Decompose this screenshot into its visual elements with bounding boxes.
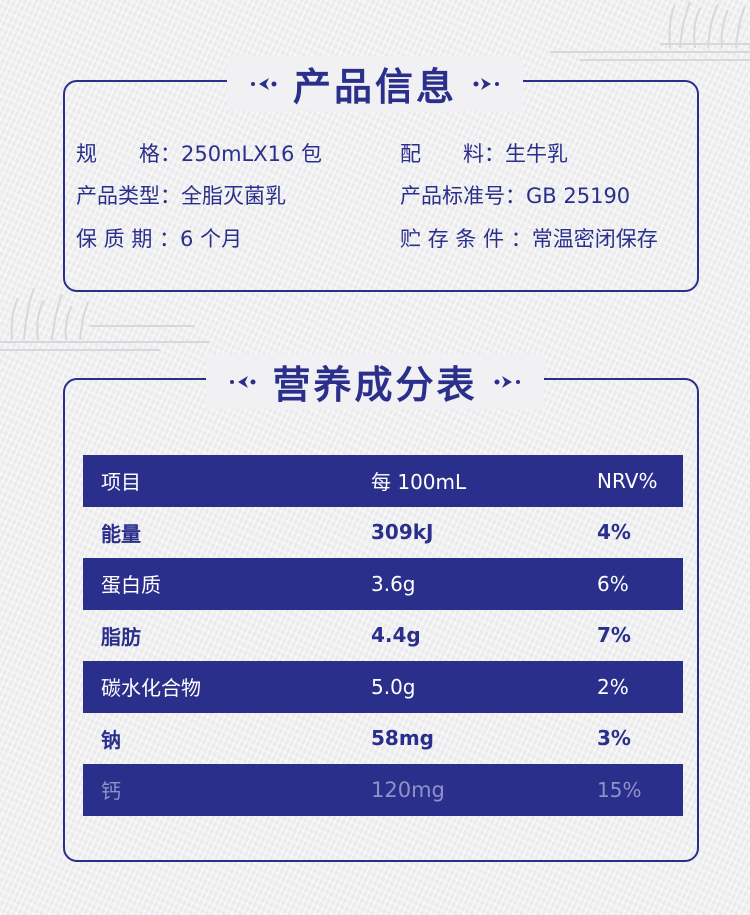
- decorative-grass-lines-top-right: [550, 1, 750, 61]
- header-per-100ml: 每 100mL: [371, 470, 467, 495]
- storage-value: 常温密闭保存: [531, 227, 658, 251]
- nutrition-table: 项目 每 100mL NRV% 能量 309kJ 4% 蛋白质 3.6g 6% …: [83, 455, 683, 816]
- info-row-shelf-life: 保 质 期 ：6 个月: [76, 223, 242, 253]
- ornament-left-icon: [250, 77, 277, 90]
- nutrition-title: 营养成分表: [272, 363, 478, 407]
- standard-label: 产品标准号：: [400, 184, 526, 208]
- ornament-left-icon: [230, 375, 256, 388]
- info-row-storage: 贮 存 条 件 ：常温密闭保存: [400, 223, 658, 253]
- table-header-row: 项目 每 100mL NRV%: [83, 455, 683, 507]
- row-item: 钠: [101, 727, 121, 752]
- spec-value: 250mLX16 包: [181, 142, 323, 166]
- row-item: 蛋白质: [101, 573, 161, 598]
- row-nrv: 6%: [597, 571, 629, 596]
- table-row-carbohydrate: 碳水化合物 5.0g 2%: [83, 661, 683, 713]
- type-label: 产品类型：: [76, 184, 181, 208]
- row-per: 309kJ: [371, 520, 434, 545]
- row-per: 120mg: [371, 777, 445, 802]
- table-row-sodium: 钠 58mg 3%: [83, 713, 683, 765]
- table-row-energy: 能量 309kJ 4%: [83, 507, 683, 559]
- info-row-ingredients: 配 料：生牛乳: [400, 138, 568, 168]
- row-item: 钙: [101, 779, 121, 804]
- nutrition-title-wrap: 营养成分表: [0, 354, 750, 409]
- info-row-type: 产品类型：全脂灭菌乳: [76, 180, 286, 210]
- ornament-right-icon: [494, 375, 520, 388]
- row-nrv: 2%: [597, 674, 629, 699]
- ingredients-value: 生牛乳: [505, 142, 568, 166]
- header-nrv: NRV%: [597, 468, 658, 493]
- shelf-life-value: 6 个月: [180, 227, 243, 251]
- row-per: 4.4g: [371, 623, 421, 648]
- row-per: 58mg: [371, 726, 434, 751]
- row-item: 脂肪: [101, 624, 141, 649]
- header-item: 项目: [101, 470, 141, 495]
- row-item: 能量: [101, 521, 141, 546]
- row-item: 碳水化合物: [101, 676, 201, 701]
- ingredients-label: 配 料：: [400, 142, 505, 166]
- type-value: 全脂灭菌乳: [181, 184, 286, 208]
- row-per: 5.0g: [371, 674, 416, 699]
- table-row-protein: 蛋白质 3.6g 6%: [83, 558, 683, 610]
- standard-value: GB 25190: [526, 184, 631, 208]
- row-nrv: 15%: [597, 777, 642, 802]
- spec-label: 规 格：: [76, 142, 181, 166]
- table-row-fat: 脂肪 4.4g 7%: [83, 610, 683, 662]
- storage-label: 贮 存 条 件 ：: [400, 227, 532, 251]
- product-info-title: 产品信息: [292, 65, 457, 109]
- row-per: 3.6g: [371, 571, 416, 596]
- row-nrv: 7%: [597, 623, 631, 648]
- shelf-life-label: 保 质 期 ：: [76, 227, 181, 251]
- row-nrv: 4%: [597, 520, 631, 545]
- row-nrv: 3%: [597, 726, 631, 751]
- ornament-right-icon: [473, 77, 499, 90]
- decorative-grass-lines-left: [0, 287, 210, 351]
- info-row-spec: 规 格：250mLX16 包: [76, 138, 322, 168]
- info-row-standard: 产品标准号：GB 25190: [400, 180, 630, 210]
- table-row-calcium: 钙 120mg 15%: [83, 764, 683, 816]
- product-info-title-wrap: 产品信息: [0, 56, 750, 111]
